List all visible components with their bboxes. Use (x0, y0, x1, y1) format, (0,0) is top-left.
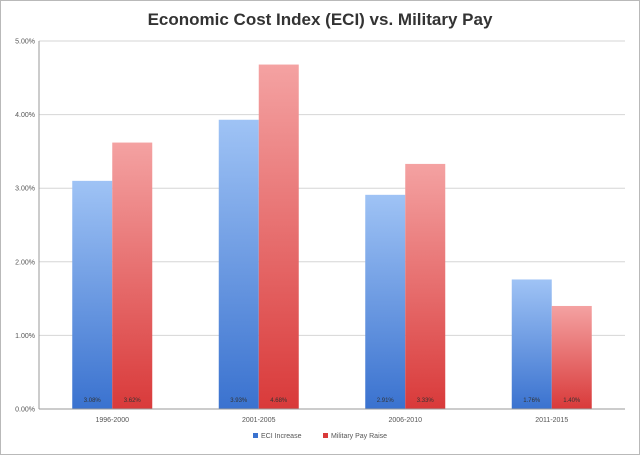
axes: 0.00% 1.00% 2.00% 3.00% 4.00% 5.00% 1996-2000 2… (15, 39, 625, 424)
data-label: 1.40% (563, 398, 581, 404)
y-tick-label: 3.00% (15, 186, 35, 193)
bar-military-pay-3 (551, 305, 592, 409)
y-tick-label: 5.00% (15, 39, 35, 46)
data-label: 3.62% (124, 398, 142, 404)
y-tick-label: 4.00% (15, 112, 35, 119)
legend-label-1: Military Pay Raise (331, 433, 387, 440)
bar-eci-0 (72, 180, 113, 409)
legend-swatch-1 (323, 433, 328, 438)
bar-military-pay-2 (405, 163, 446, 409)
legend-swatch-0 (253, 433, 258, 438)
data-label: 4.68% (270, 398, 288, 404)
x-tick-label: 1996-2000 (96, 417, 130, 424)
bar-military-pay-0 (112, 142, 153, 409)
data-label: 3.33% (417, 398, 435, 404)
data-label: 3.93% (230, 398, 248, 404)
legend: ECI Increase Military Pay Raise (253, 433, 387, 440)
x-tick-label: 2011-2015 (535, 417, 568, 424)
x-tick-label: 2006-2010 (389, 417, 423, 424)
chart-title: Economic Cost Index (ECI) vs. Military P… (148, 10, 493, 29)
data-labels: 3.08% 3.62% 3.93% 4.68% 2.91% 3.33% 1.76% 1.40% (84, 398, 581, 404)
bar-eci-3 (511, 279, 552, 409)
y-tick-label: 0.00% (15, 407, 35, 414)
data-label: 3.08% (84, 398, 102, 404)
x-tick-label: 2001-2005 (242, 417, 276, 424)
data-label: 1.76% (523, 398, 541, 404)
legend-label-0: ECI Increase (261, 433, 302, 440)
bar-eci-1 (218, 119, 259, 409)
bar-eci-2 (365, 194, 406, 409)
y-tick-label: 1.00% (15, 333, 35, 340)
bar-military-pay-1 (258, 64, 299, 409)
data-label: 2.91% (377, 398, 395, 404)
bars (72, 64, 592, 409)
y-tick-label: 2.00% (15, 259, 35, 266)
